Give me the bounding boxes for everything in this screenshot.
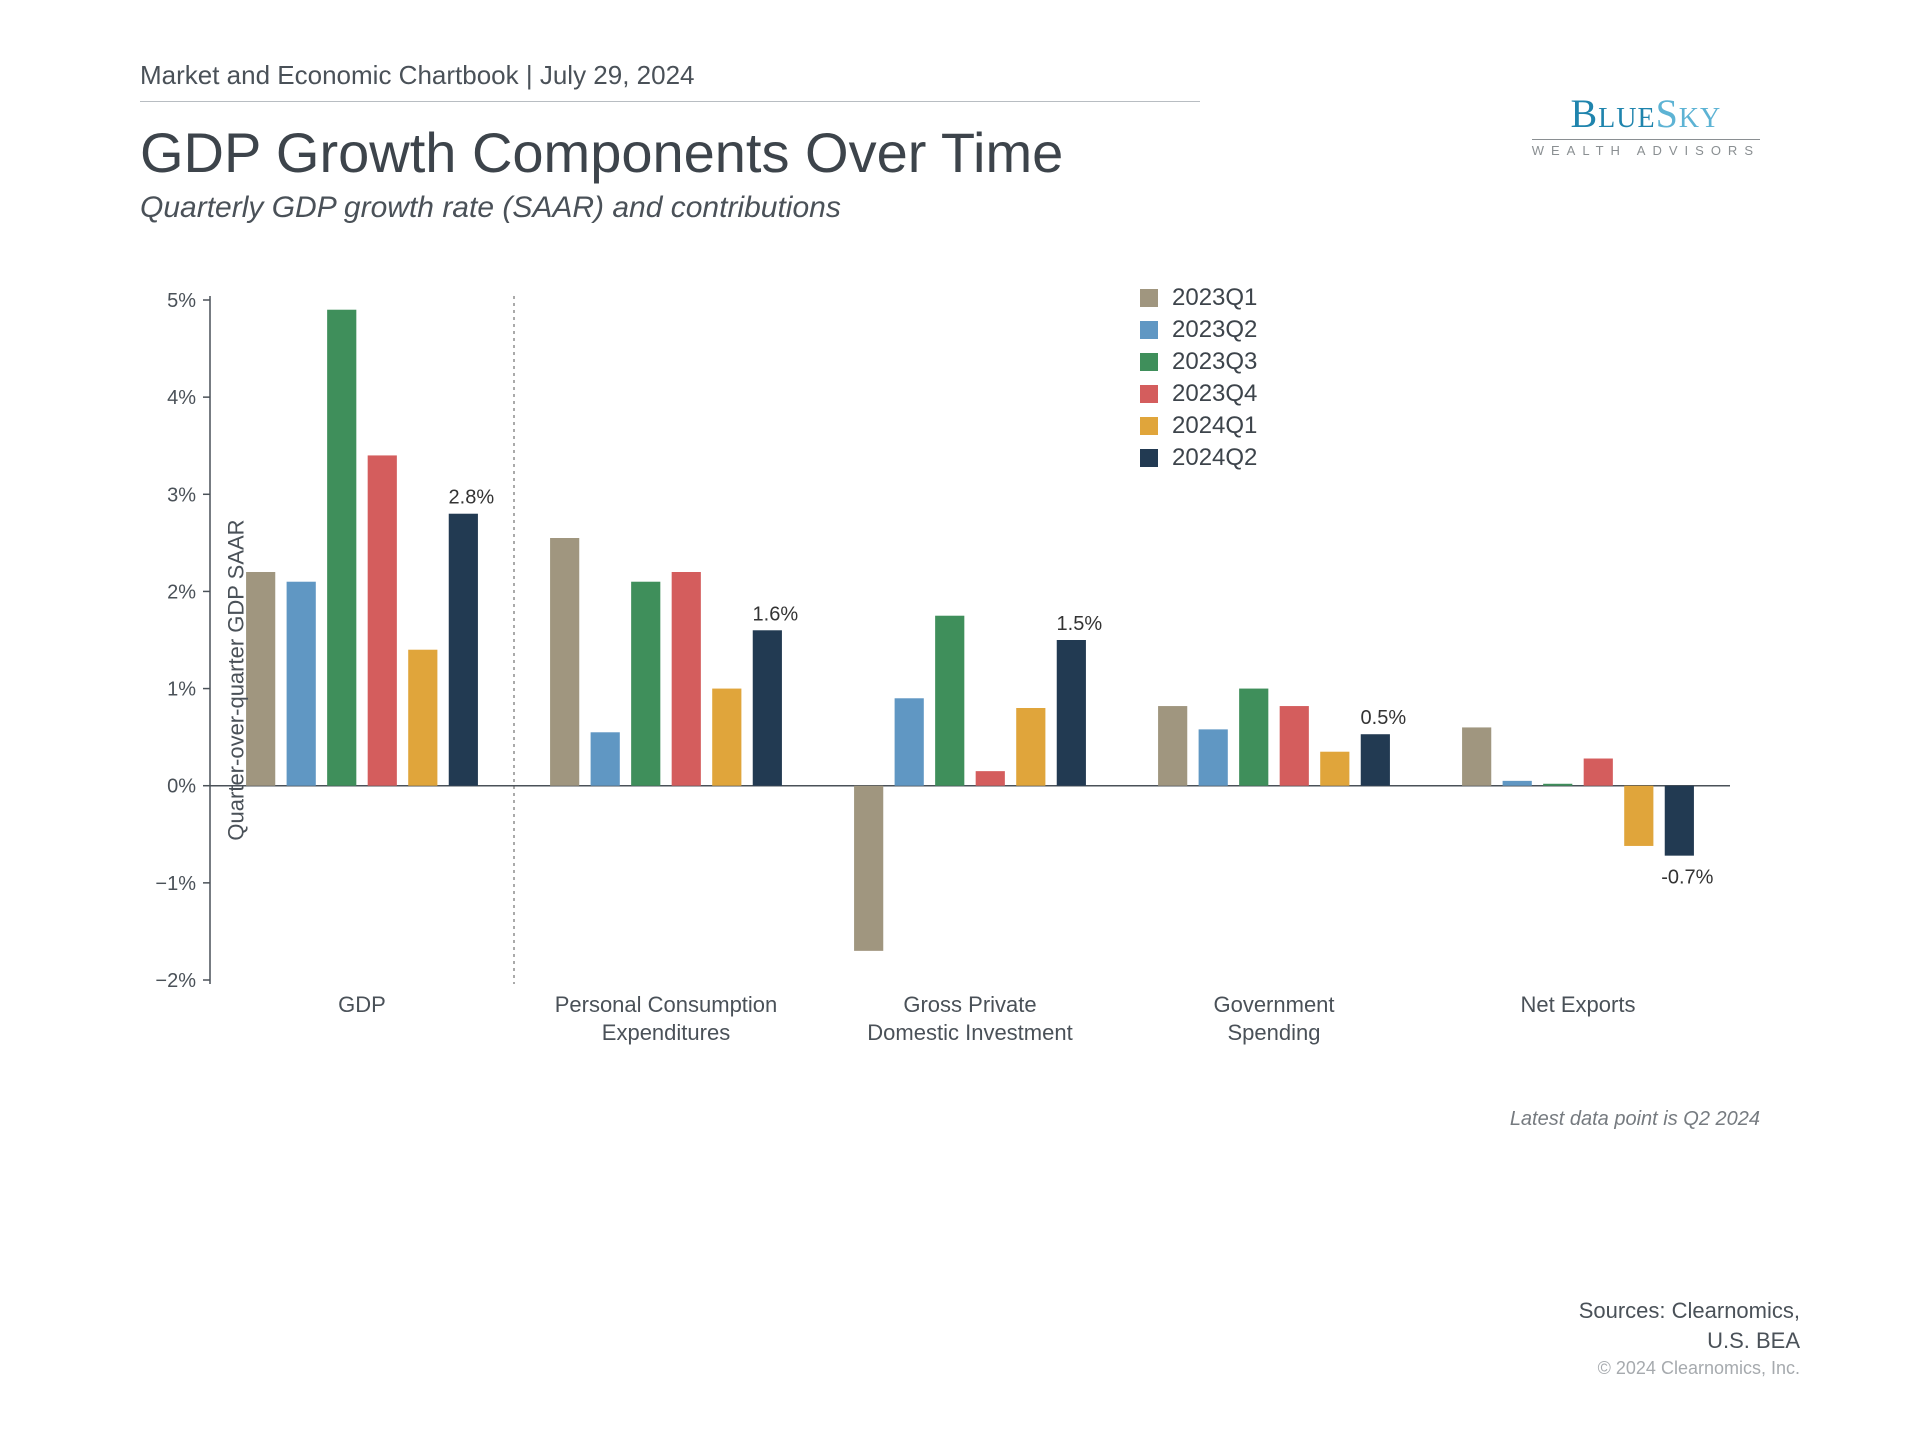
legend-swatch bbox=[1140, 289, 1158, 307]
category-label: Domestic Investment bbox=[867, 1020, 1072, 1045]
legend-label: 2023Q3 bbox=[1172, 348, 1257, 376]
bar bbox=[1543, 784, 1572, 786]
page-subtitle: Quarterly GDP growth rate (SAAR) and con… bbox=[140, 191, 1830, 225]
bar bbox=[935, 616, 964, 786]
bar bbox=[287, 582, 316, 786]
logo-word-2: Sky bbox=[1656, 91, 1722, 136]
legend-item: 2023Q4 bbox=[1140, 380, 1257, 408]
bar-value-label: 1.5% bbox=[1057, 613, 1103, 635]
legend-swatch bbox=[1140, 417, 1158, 435]
y-tick-label: 4% bbox=[167, 387, 196, 409]
chart-footnote: Latest data point is Q2 2024 bbox=[1510, 1108, 1760, 1131]
category-label: GDP bbox=[338, 992, 386, 1017]
bar bbox=[408, 650, 437, 786]
bar-value-label: 0.5% bbox=[1361, 707, 1407, 729]
category-label: Net Exports bbox=[1521, 992, 1636, 1017]
bar bbox=[1280, 706, 1309, 786]
category-label: Government bbox=[1213, 992, 1334, 1017]
brand-logo: BlueSky WEALTH ADVISORS bbox=[1532, 90, 1760, 158]
sources-block: Sources: Clearnomics, U.S. BEA © 2024 Cl… bbox=[1579, 1296, 1800, 1380]
bar bbox=[550, 538, 579, 786]
bar-value-label: 2.8% bbox=[449, 487, 495, 509]
bar bbox=[672, 572, 701, 786]
copyright-line: © 2024 Clearnomics, Inc. bbox=[1579, 1356, 1800, 1380]
bar bbox=[327, 310, 356, 786]
bar-value-label: -0.7% bbox=[1661, 867, 1713, 889]
legend-swatch bbox=[1140, 449, 1158, 467]
bar bbox=[712, 689, 741, 786]
legend-item: 2024Q2 bbox=[1140, 444, 1257, 472]
legend-item: 2023Q3 bbox=[1140, 348, 1257, 376]
sources-line-2: U.S. BEA bbox=[1579, 1326, 1800, 1356]
logo-word-1: Blue bbox=[1570, 91, 1655, 136]
legend-swatch bbox=[1140, 321, 1158, 339]
bar bbox=[1584, 759, 1613, 786]
legend-item: 2024Q1 bbox=[1140, 412, 1257, 440]
legend-label: 2024Q2 bbox=[1172, 444, 1257, 472]
y-axis-label: Quarter-over-quarter GDP SAAR bbox=[224, 519, 250, 840]
chart-container: Quarter-over-quarter GDP SAAR −2% −1% 0% 1%… bbox=[140, 290, 1740, 1070]
y-tick-label: 2% bbox=[167, 581, 196, 603]
category-label: Gross Private bbox=[903, 992, 1036, 1017]
bar bbox=[1320, 752, 1349, 786]
bar bbox=[895, 698, 924, 785]
bar bbox=[449, 514, 478, 786]
y-tick-label: 3% bbox=[167, 484, 196, 506]
legend-label: 2024Q1 bbox=[1172, 412, 1257, 440]
legend-item: 2023Q2 bbox=[1140, 316, 1257, 344]
legend-swatch bbox=[1140, 385, 1158, 403]
y-tick-label: 0% bbox=[167, 776, 196, 798]
header-line: Market and Economic Chartbook | July 29,… bbox=[140, 60, 1200, 102]
bar bbox=[1503, 781, 1532, 786]
bar bbox=[1239, 689, 1268, 786]
y-tick-label: 5% bbox=[167, 290, 196, 312]
category-label: Personal Consumption bbox=[555, 992, 778, 1017]
bar bbox=[1158, 706, 1187, 786]
bar bbox=[1665, 786, 1694, 856]
category-label: Spending bbox=[1228, 1020, 1321, 1045]
legend-swatch bbox=[1140, 353, 1158, 371]
legend-label: 2023Q4 bbox=[1172, 380, 1257, 408]
legend-label: 2023Q2 bbox=[1172, 316, 1257, 344]
y-tick-label: −1% bbox=[155, 873, 196, 895]
bar bbox=[368, 455, 397, 785]
category-label: Expenditures bbox=[602, 1020, 730, 1045]
bar bbox=[1361, 734, 1390, 785]
gdp-bar-chart: −2% −1% 0% 1% 2% 3% 4% 5% 2.8% GDP 1.6% Personal Co… bbox=[140, 290, 1740, 1070]
bar bbox=[976, 771, 1005, 786]
logo-subtext: WEALTH ADVISORS bbox=[1532, 143, 1760, 158]
bar bbox=[1462, 727, 1491, 785]
bar bbox=[631, 582, 660, 786]
y-tick-label: 1% bbox=[167, 679, 196, 701]
bar bbox=[1016, 708, 1045, 786]
bar bbox=[854, 786, 883, 951]
bar bbox=[591, 732, 620, 785]
legend-item: 2023Q1 bbox=[1140, 284, 1257, 312]
bar bbox=[753, 630, 782, 785]
legend-label: 2023Q1 bbox=[1172, 284, 1257, 312]
bar bbox=[1624, 786, 1653, 846]
chart-legend: 2023Q1 2023Q2 2023Q3 2023Q4 2024Q1 2024Q2 bbox=[1140, 284, 1257, 476]
bar bbox=[1199, 729, 1228, 785]
bar bbox=[246, 572, 275, 786]
sources-line-1: Sources: Clearnomics, bbox=[1579, 1296, 1800, 1326]
bar-value-label: 1.6% bbox=[753, 603, 799, 625]
bar bbox=[1057, 640, 1086, 786]
y-tick-label: −2% bbox=[155, 970, 196, 992]
